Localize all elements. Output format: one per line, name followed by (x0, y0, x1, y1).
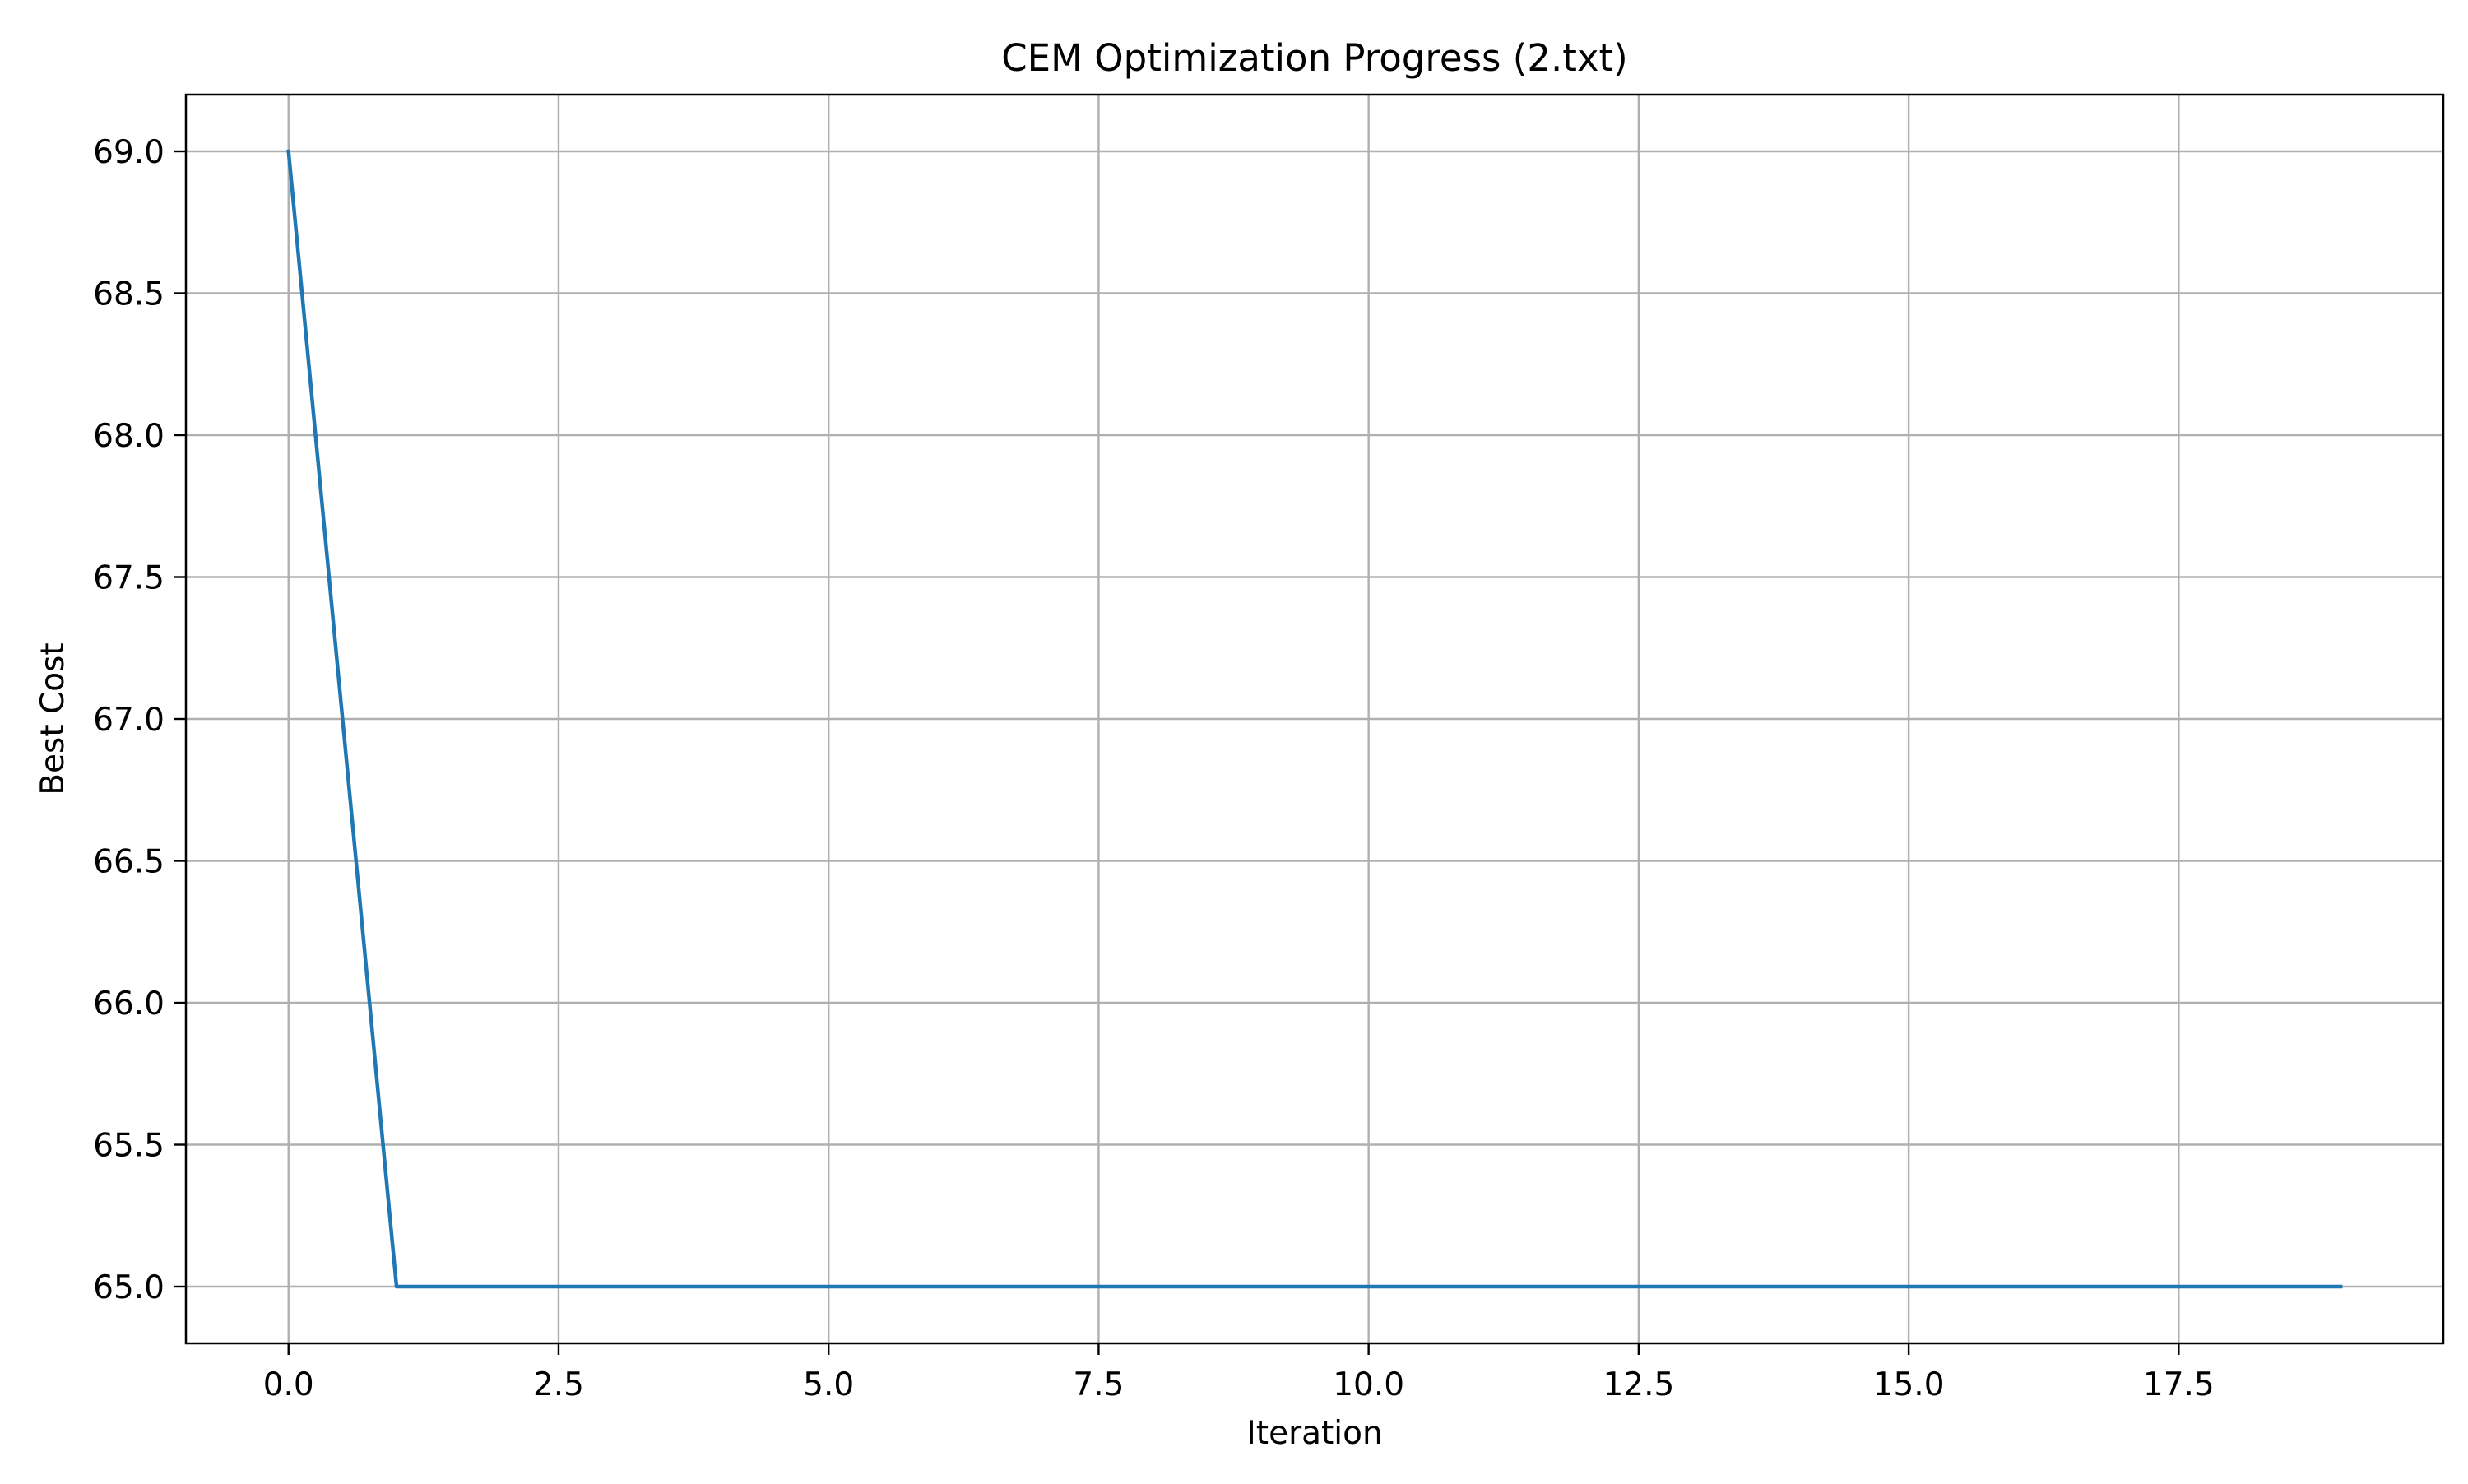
y-tick-label: 67.0 (93, 702, 165, 739)
x-tick-label: 7.5 (1073, 1366, 1124, 1403)
series-layer (286, 149, 2343, 1289)
y-tick-label: 66.5 (93, 844, 165, 881)
y-tick-label: 67.5 (93, 560, 165, 597)
x-axis-label: Iteration (1246, 1415, 1382, 1452)
x-tick-label: 0.0 (263, 1366, 314, 1403)
x-tick-label: 2.5 (533, 1366, 584, 1403)
x-tick-label: 5.0 (803, 1366, 854, 1403)
grid (186, 95, 2443, 1343)
y-tick-label: 65.0 (93, 1269, 165, 1306)
chart-title: CEM Optimization Progress (2.txt) (1001, 36, 1627, 80)
y-axis-label: Best Cost (35, 642, 72, 795)
x-tick-label: 15.0 (1873, 1366, 1945, 1403)
x-tick-label: 12.5 (1603, 1366, 1674, 1403)
y-tick-label: 66.0 (93, 985, 165, 1023)
y-tick-label: 68.0 (93, 418, 165, 455)
x-tick-label: 10.0 (1333, 1366, 1404, 1403)
x-tick-label: 17.5 (2143, 1366, 2215, 1403)
y-tick-label: 68.5 (93, 276, 165, 313)
y-tick-label: 69.0 (93, 134, 165, 171)
ticks: 0.0 2.5 5.0 7.5 10.0 12.5 15.0 17.5 65.0 65.5 66.0… (93, 134, 2215, 1403)
series-line (286, 149, 2343, 1289)
y-tick-label: 65.5 (93, 1128, 165, 1165)
